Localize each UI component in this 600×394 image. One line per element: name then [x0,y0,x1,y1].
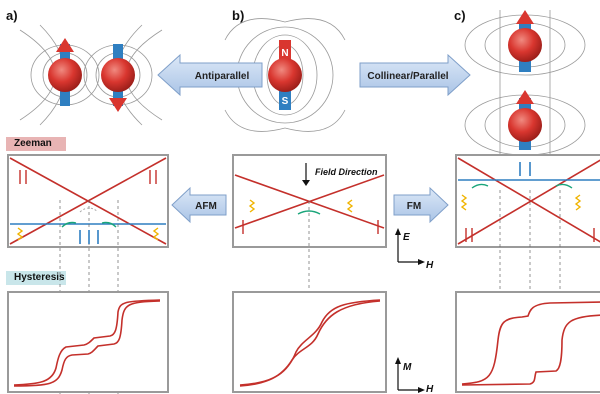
south-pole [279,88,291,110]
collinear-label: Collinear/Parallel [367,71,448,82]
energy-field-axes [397,233,420,263]
hysteresis-panel-c [455,291,600,393]
antiparallel-arrow: Antiparallel [157,53,263,97]
magnet-c-top [508,10,542,72]
hysteresis-section-tag: Hysteresis [6,271,66,285]
field-direction-label: Field Direction [315,167,378,177]
magnet-a-right [101,44,135,112]
axis-energy-label: E [403,232,410,243]
zeeman-panel-c [455,154,600,394]
fm-arrow: FM [393,186,449,224]
magnet-b: N S [268,40,302,110]
magnet-c-bottom [508,90,542,150]
panel-label-a: a) [6,8,18,23]
panel-label-c: c) [454,8,466,23]
spin-up-arrow [516,10,534,24]
south-label: S [282,96,289,107]
spin-up-arrow [56,38,74,52]
magnetization-field-axes [397,362,420,391]
spin-up-arrow [516,90,534,104]
spin-down-arrow [109,98,127,112]
zeeman-section-tag: Zeeman [6,137,66,151]
north-pole [279,40,291,62]
hysteresis-panel-b [232,291,387,393]
fm-label: FM [407,201,421,212]
field-lines-b [224,18,346,132]
axis-magnetization-label: M [403,362,412,373]
field-lines-a [19,24,163,126]
zeeman-panel-a [7,154,169,394]
zeeman-panel-b: Field Direction [232,154,387,300]
north-label: N [281,48,288,59]
afm-arrow: AFM [171,186,227,224]
axis-field-label: H [426,260,434,271]
afm-label: AFM [195,201,217,212]
hysteresis-panel-a [7,291,169,393]
axis-field-label-2: H [426,384,434,394]
antiparallel-label: Antiparallel [195,71,250,82]
collinear-arrow: Collinear/Parallel [359,53,471,97]
magnet-a-left [48,38,82,106]
panel-label-b: b) [232,8,245,23]
